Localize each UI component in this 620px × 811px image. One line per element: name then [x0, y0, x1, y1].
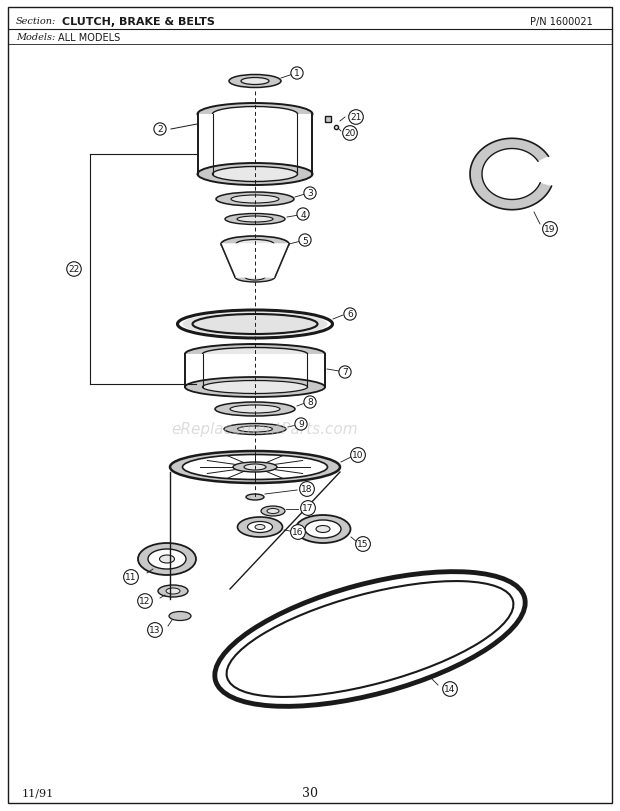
Ellipse shape: [203, 348, 308, 361]
Text: 2: 2: [157, 126, 163, 135]
Ellipse shape: [244, 465, 266, 470]
Text: 19: 19: [544, 225, 556, 234]
Text: 11/91: 11/91: [22, 788, 55, 798]
Text: 10: 10: [352, 451, 364, 460]
Text: ALL MODELS: ALL MODELS: [58, 33, 120, 43]
Text: 22: 22: [68, 265, 79, 274]
Ellipse shape: [245, 275, 265, 281]
Ellipse shape: [198, 104, 312, 126]
Ellipse shape: [213, 167, 298, 182]
Ellipse shape: [158, 586, 188, 597]
Text: 1: 1: [294, 70, 300, 79]
Ellipse shape: [225, 214, 285, 225]
Ellipse shape: [247, 521, 273, 533]
Text: 13: 13: [149, 626, 161, 635]
Text: 15: 15: [357, 540, 369, 549]
Text: Section:: Section:: [16, 18, 56, 27]
Polygon shape: [221, 245, 289, 277]
Ellipse shape: [213, 107, 298, 122]
Text: 17: 17: [303, 504, 314, 513]
Ellipse shape: [305, 521, 341, 539]
Text: 12: 12: [140, 597, 151, 606]
Ellipse shape: [241, 79, 269, 85]
Text: P/N 1600021: P/N 1600021: [530, 17, 593, 27]
Ellipse shape: [159, 556, 174, 564]
Text: 9: 9: [298, 420, 304, 429]
Ellipse shape: [261, 506, 285, 517]
Ellipse shape: [203, 381, 308, 394]
Ellipse shape: [148, 549, 186, 569]
Ellipse shape: [224, 424, 286, 435]
Ellipse shape: [267, 508, 279, 514]
Text: 3: 3: [307, 189, 313, 198]
Ellipse shape: [215, 402, 295, 417]
Text: 11: 11: [125, 573, 137, 581]
Ellipse shape: [237, 217, 273, 223]
Ellipse shape: [198, 164, 312, 186]
Ellipse shape: [246, 495, 264, 500]
Text: 6: 6: [347, 310, 353, 319]
Ellipse shape: [233, 462, 277, 473]
Text: eReplacementParts.com: eReplacementParts.com: [172, 422, 358, 437]
Ellipse shape: [235, 272, 275, 283]
Ellipse shape: [185, 345, 325, 365]
Ellipse shape: [169, 611, 191, 620]
Ellipse shape: [166, 588, 180, 594]
Text: CLUTCH, BRAKE & BELTS: CLUTCH, BRAKE & BELTS: [62, 17, 215, 27]
Ellipse shape: [236, 240, 274, 249]
Text: 20: 20: [344, 129, 356, 139]
Ellipse shape: [237, 427, 273, 432]
Text: 18: 18: [301, 485, 312, 494]
Ellipse shape: [221, 237, 289, 253]
Text: 30: 30: [302, 787, 318, 800]
Text: 21: 21: [350, 114, 361, 122]
Bar: [185, 354, 325, 388]
Ellipse shape: [237, 517, 283, 538]
Ellipse shape: [170, 452, 340, 483]
Ellipse shape: [182, 455, 327, 480]
Ellipse shape: [316, 526, 330, 533]
Ellipse shape: [185, 378, 325, 397]
Ellipse shape: [296, 515, 350, 543]
Ellipse shape: [255, 525, 265, 530]
Bar: [198, 115, 313, 175]
Polygon shape: [470, 139, 551, 210]
Text: 16: 16: [292, 528, 304, 537]
Ellipse shape: [138, 543, 196, 575]
Text: 14: 14: [445, 684, 456, 693]
Ellipse shape: [229, 75, 281, 88]
Text: 5: 5: [302, 236, 308, 245]
Text: 8: 8: [307, 398, 313, 407]
Text: Models:: Models:: [16, 33, 55, 42]
Ellipse shape: [230, 406, 280, 414]
Text: 4: 4: [300, 210, 306, 219]
Ellipse shape: [216, 193, 294, 207]
Ellipse shape: [182, 312, 327, 337]
Text: 7: 7: [342, 368, 348, 377]
Ellipse shape: [231, 195, 279, 204]
